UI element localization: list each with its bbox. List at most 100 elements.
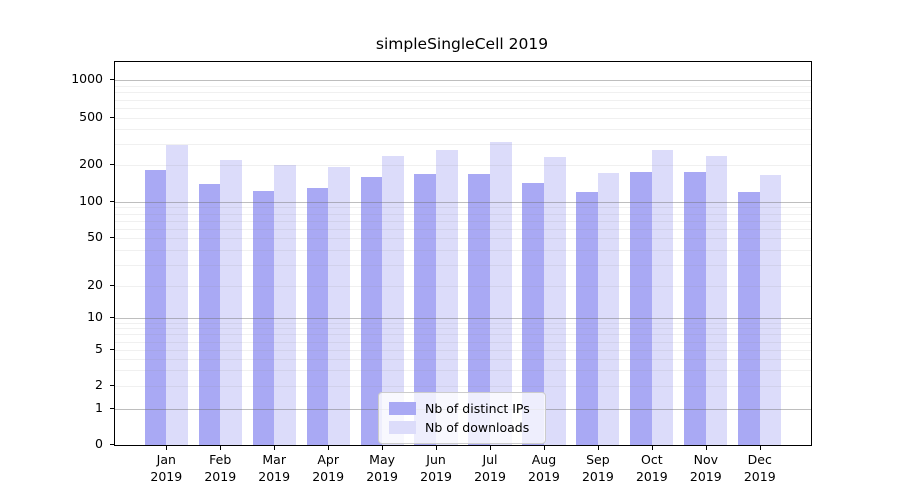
y-tick xyxy=(110,164,114,165)
legend-swatch-downloads xyxy=(389,420,416,434)
y-tick xyxy=(110,117,114,118)
gridline-50 xyxy=(115,238,811,239)
x-axis-tick-label: Jan 2019 xyxy=(150,452,183,484)
legend: Nb of distinct IPs Nb of downloads xyxy=(378,392,546,444)
bar-distinct-ips-jan xyxy=(144,169,167,445)
bar-distinct-ips-aug xyxy=(522,183,544,445)
bar-downloads-aug xyxy=(543,156,566,445)
y-axis-tick-label: 0 xyxy=(95,435,103,451)
gridline-400 xyxy=(115,129,811,131)
gridline-6 xyxy=(115,341,811,343)
bar-distinct-ips-sep xyxy=(576,192,598,445)
gridline-5 xyxy=(115,350,811,351)
x-axis-tick-label: Oct 2019 xyxy=(635,452,668,484)
x-axis-tick-label: Dec 2019 xyxy=(743,452,776,484)
y-tick xyxy=(110,201,114,202)
gridline-80 xyxy=(115,213,811,215)
y-axis-tick-label: 100 xyxy=(79,193,103,208)
x-tick xyxy=(651,446,653,450)
bar-distinct-ips-oct xyxy=(630,171,652,445)
y-tick xyxy=(110,285,114,286)
y-tick xyxy=(110,408,114,409)
y-axis-tick-label: 200 xyxy=(79,156,103,171)
x-tick xyxy=(382,446,384,450)
gridline-40 xyxy=(115,249,811,251)
x-axis-tick-label: Jul 2019 xyxy=(474,452,506,484)
bar-downloads-jun xyxy=(436,149,458,445)
y-tick xyxy=(110,79,114,80)
gridline-100 xyxy=(115,202,811,203)
x-tick xyxy=(705,446,707,450)
gridline-20 xyxy=(115,286,811,287)
gridline-900 xyxy=(115,85,811,87)
x-axis-tick-label: Apr 2019 xyxy=(312,452,345,484)
bar-distinct-ips-apr xyxy=(306,187,329,445)
bar-distinct-ips-jun xyxy=(414,174,437,445)
y-tick xyxy=(110,317,114,318)
gridline-700 xyxy=(115,99,811,101)
legend-item-distinct-ips: Nb of distinct IPs xyxy=(389,399,535,417)
bar-downloads-jul xyxy=(490,141,512,445)
legend-item-downloads: Nb of downloads xyxy=(389,418,535,436)
bar-distinct-ips-may xyxy=(360,176,383,445)
gridline-70 xyxy=(115,220,811,222)
bar-downloads-mar xyxy=(274,165,296,445)
gridline-30 xyxy=(115,264,811,266)
gridline-1000 xyxy=(115,80,811,81)
y-tick xyxy=(110,349,114,350)
y-axis-tick-label: 1 xyxy=(95,400,103,415)
y-axis-tick-label: 20 xyxy=(87,277,103,292)
x-tick xyxy=(490,446,491,450)
legend-label: Nb of distinct IPs xyxy=(425,400,530,416)
gridline-90 xyxy=(115,207,811,209)
x-axis-tick-label: Sep 2019 xyxy=(581,452,614,484)
legend-label: Nb of downloads xyxy=(425,419,530,435)
gridline-300 xyxy=(115,144,811,146)
y-axis-tick-label: 50 xyxy=(87,229,103,244)
x-axis-tick-label: Mar 2019 xyxy=(258,452,291,484)
x-axis-tick-label: Jun 2019 xyxy=(420,452,452,484)
gridline-600 xyxy=(115,108,811,109)
y-tick xyxy=(110,237,114,238)
gridline-8 xyxy=(115,328,811,330)
x-tick xyxy=(543,446,545,450)
gridline-7 xyxy=(115,334,811,336)
gridline-500 xyxy=(115,118,811,119)
bar-downloads-may xyxy=(382,155,404,445)
y-axis-tick-label: 10 xyxy=(87,309,103,324)
y-axis-tick-label: 500 xyxy=(79,109,103,124)
bar-downloads-nov xyxy=(705,156,728,445)
bar-downloads-dec xyxy=(759,175,782,445)
gridline-10 xyxy=(115,318,811,319)
bar-distinct-ips-jul xyxy=(468,173,490,445)
x-tick xyxy=(759,446,761,450)
bar-downloads-oct xyxy=(651,149,674,445)
gridline-200 xyxy=(115,165,811,166)
x-tick xyxy=(597,446,599,450)
plot-area xyxy=(114,61,812,446)
x-tick xyxy=(274,446,276,450)
gridline-800 xyxy=(115,92,811,94)
y-tick xyxy=(110,385,114,386)
y-tick xyxy=(110,443,114,445)
x-tick xyxy=(436,446,438,450)
x-tick xyxy=(166,446,168,450)
y-axis-tick-label: 1000 xyxy=(71,71,103,86)
x-axis-tick-label: Aug 2019 xyxy=(528,452,560,484)
bar-distinct-ips-mar xyxy=(252,191,275,445)
bar-distinct-ips-feb xyxy=(198,183,221,445)
y-axis-tick-label: 2 xyxy=(95,377,103,392)
x-tick xyxy=(220,446,222,450)
gridline-2 xyxy=(115,386,811,387)
gridline-3 xyxy=(115,370,811,372)
bar-downloads-feb xyxy=(220,160,242,445)
bar-downloads-jan xyxy=(166,144,188,445)
y-axis-tick-label: 5 xyxy=(95,341,103,356)
x-tick xyxy=(328,446,330,450)
bar-distinct-ips-dec xyxy=(738,192,760,445)
gridline-4 xyxy=(115,358,811,360)
legend-swatch-distinct-ips xyxy=(389,401,416,415)
x-axis-tick-label: May 2019 xyxy=(366,452,398,484)
bar-distinct-ips-nov xyxy=(684,172,706,445)
